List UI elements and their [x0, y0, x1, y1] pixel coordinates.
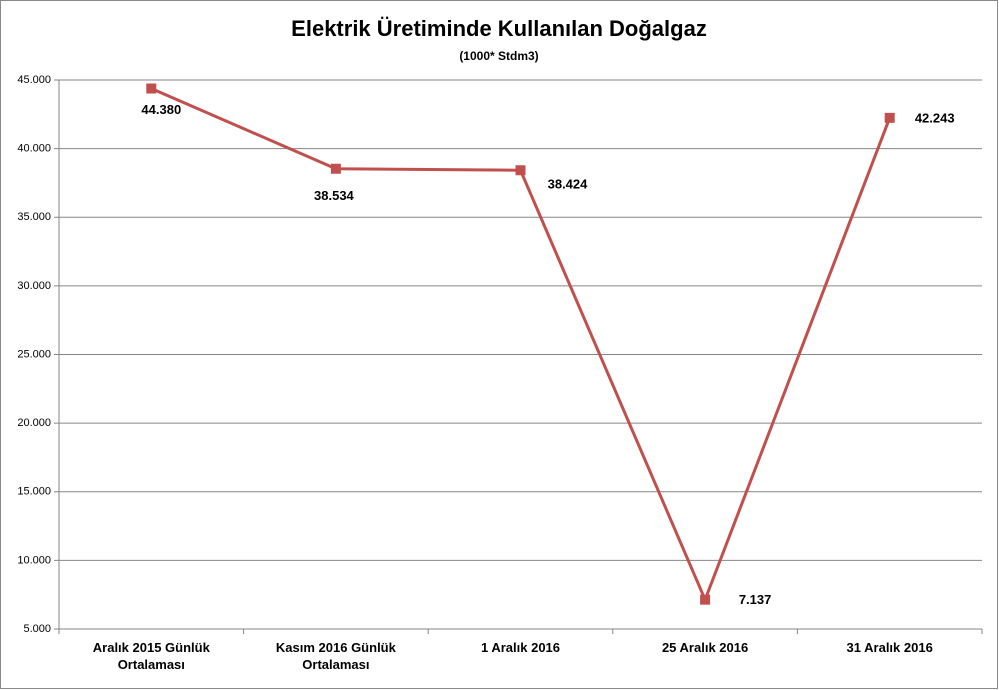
chart-subtitle: (1000* Stdm3) [459, 49, 538, 63]
y-tick-label: 45.000 [17, 74, 51, 86]
y-tick-label: 20.000 [17, 417, 51, 429]
y-tick-label: 40.000 [17, 143, 51, 155]
x-tick-label: 31 Aralık 2016 [846, 640, 933, 655]
data-label: 38.424 [548, 177, 589, 192]
x-tick-label: Aralık 2015 Günlük Ortalaması [92, 640, 210, 672]
data-label: 42.243 [915, 110, 955, 125]
chart-title: Elektrik Üretiminde Kullanılan Doğalgaz [291, 16, 707, 41]
y-tick-label: 30.000 [17, 280, 51, 292]
x-tick-label: Kasım 2016 Günlük Ortalaması [275, 640, 396, 672]
y-tick-label: 15.000 [17, 486, 51, 498]
y-tick-label: 25.000 [17, 348, 51, 360]
data-label: 38.534 [314, 188, 355, 203]
x-tick-label: 1 Aralık 2016 [480, 640, 561, 655]
data-label: 7.137 [739, 592, 772, 607]
marker [146, 83, 157, 94]
x-tick-label: 25 Aralık 2016 [661, 640, 749, 655]
marker [884, 112, 895, 123]
marker [330, 163, 341, 174]
y-tick-label: 35.000 [17, 211, 51, 223]
y-tick-label: 5.000 [23, 623, 51, 635]
marker [700, 594, 711, 605]
data-label: 44.380 [141, 102, 181, 117]
y-tick-label: 10.000 [17, 554, 51, 566]
marker [515, 165, 526, 176]
